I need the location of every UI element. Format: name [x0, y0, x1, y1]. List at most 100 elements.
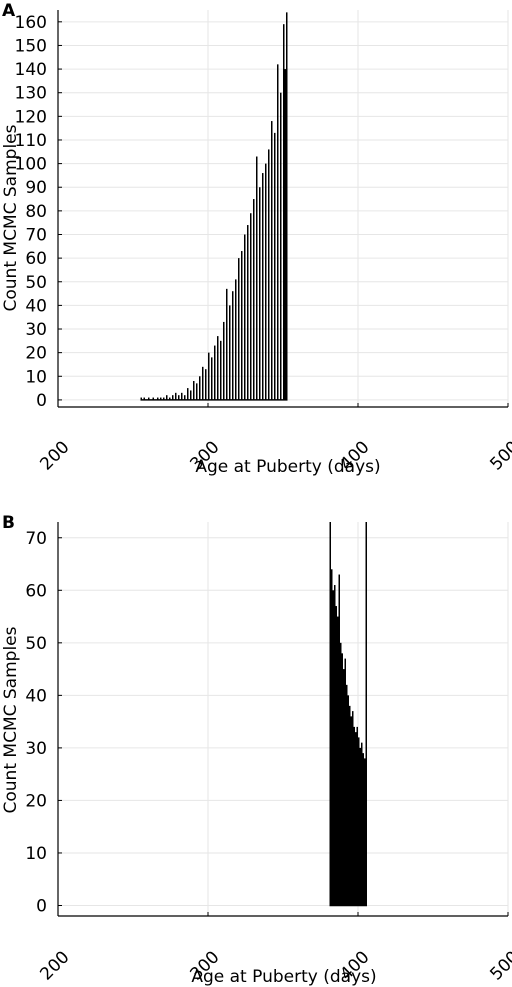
panel-a-histogram-bar [283, 24, 285, 400]
panel-b-y-tick-label: 50 [25, 634, 47, 654]
panel-b-grid [57, 522, 509, 916]
panel-a-histogram-bar [143, 397, 145, 400]
panel-a-histogram-bar [160, 397, 162, 400]
panel-a-histogram-bar [211, 357, 213, 400]
panel-a-histogram-bar [274, 132, 276, 400]
panel-b-x-tick-label: 200 [36, 947, 73, 984]
panel-a-histogram-bar [253, 199, 255, 400]
panel-b-bars [329, 522, 367, 907]
panel-a-histogram-bar [259, 187, 261, 400]
panel-a-histogram-bar [223, 321, 225, 400]
panel-a-histogram-bar [268, 149, 270, 400]
panel-a-histogram-bar [238, 258, 240, 400]
panel-a-histogram-bar [163, 397, 165, 400]
panel-a-histogram-bar [140, 397, 142, 400]
panel-a-x-tick-label: 200 [36, 437, 73, 474]
panel-a-y-tick-label: 30 [25, 320, 47, 340]
panel-a-histogram-bar [271, 121, 273, 400]
panel-a-histogram-bar [193, 381, 195, 400]
panel-b-y-tick-label: 10 [25, 844, 47, 864]
panel-a-histogram-bar [172, 395, 174, 400]
panel-a-y-tick-label: 150 [15, 36, 47, 56]
panel-b-y-tick-label: 30 [25, 739, 47, 759]
panel-a-histogram-bar [169, 397, 171, 400]
panel-b-histogram-bar [329, 522, 331, 906]
panel-a-y-tick-label: 110 [15, 131, 47, 151]
panel-b-y-tick-label: 70 [25, 529, 47, 549]
panel-b-x-tick-label: 500 [486, 947, 512, 984]
panel-a-axes [57, 10, 508, 408]
panel-a-histogram-bar [250, 213, 252, 400]
panel-a-y-tick-label: 50 [25, 273, 47, 293]
panel-a-y-tick-label: 160 [15, 13, 47, 33]
panel-b-histogram-bar [364, 758, 366, 906]
panel-b-histogram-bar [331, 569, 333, 906]
panel-b-y-tick-label: 20 [25, 791, 47, 811]
panel-a-y-tick-label: 80 [25, 202, 47, 222]
panel-a-histogram-bar [244, 234, 246, 400]
panel-a-histogram-bar [214, 345, 216, 400]
panel-a-x-tick-label: 500 [486, 437, 512, 474]
panel-b-histogram-bar [346, 684, 348, 906]
panel-a-histogram-bar [247, 225, 249, 400]
panel-a-y-tick-label: 20 [25, 344, 47, 364]
panel-b-histogram-bar [338, 574, 340, 906]
panel-a-y-axis-label: Count MCMC Samples [1, 124, 21, 311]
panel-a-histogram-bar [235, 279, 237, 400]
panel-b-histogram-bar [355, 732, 357, 906]
panel-b-histogram-bar [337, 616, 339, 906]
panel-a-histogram-bar [262, 173, 264, 400]
panel-a-histogram-bar [256, 156, 258, 400]
panel-b-axes [57, 522, 508, 917]
panel-b-histogram-bar [349, 705, 351, 906]
panel-a-histogram-bar [175, 392, 177, 400]
panel-a-histogram-bar [229, 305, 231, 400]
panel-b-histogram-bar [335, 606, 337, 906]
panel-b-histogram-bar [361, 742, 363, 906]
panel-a-histogram-bar [199, 376, 201, 400]
panel-a-histogram-bar [196, 383, 198, 400]
panel-a-y-tick-label: 90 [25, 178, 47, 198]
panel-b-x-axis-label: Age at Puberty (days) [191, 967, 376, 987]
panel-a-histogram-bar [280, 92, 282, 400]
panel-b-histogram-bar [332, 590, 334, 906]
panel-a-histogram-bar [232, 291, 234, 400]
panel-a-histogram-bar [226, 288, 228, 400]
panel-a-histogram-bar [205, 369, 207, 400]
panel-a-histogram-bar [202, 366, 204, 400]
panel-a-histogram-bar [187, 388, 189, 400]
panel-a-histogram-bar [217, 336, 219, 400]
panel-a-histogram-bar [178, 395, 180, 400]
panel-a-y-tick-label: 100 [15, 155, 47, 175]
panel-a-y-tick-label: 0 [36, 391, 47, 411]
panel-a-histogram-bar [184, 395, 186, 400]
panel-a-histogram-bar [284, 69, 286, 400]
panel-a-histogram-bar [265, 163, 267, 400]
panel-a-histogram-bar [181, 392, 183, 400]
panel-a-y-tick-label: 60 [25, 249, 47, 269]
panel-b-histogram-bar [365, 522, 367, 906]
panel-b-y-tick-label: 60 [25, 581, 47, 601]
panel-a-y-tick-label: 120 [15, 107, 47, 127]
panel-b-histogram-bar [340, 642, 342, 906]
panel-a-histogram-bar [166, 395, 168, 400]
panel-a-x-axis-label: Age at Puberty (days) [195, 457, 380, 477]
panel-a-histogram-bar [286, 12, 288, 400]
panel-b-histogram-bar [352, 711, 354, 906]
panel-b-histogram-bar [362, 753, 364, 906]
panel-a-histogram-bar [190, 390, 192, 400]
panel-a-y-tick-label: 70 [25, 225, 47, 245]
panel-b-histogram-bar [358, 737, 360, 906]
panel-a-histogram-bar [152, 397, 154, 400]
panel-a-y-tick-label: 140 [15, 60, 47, 80]
panel-a: A 0 10 20 30 40 50 60 70 80 90 100 110 120 130 140 150 1… [1, 1, 512, 477]
panel-b-y-axis-label: Count MCMC Samples [1, 626, 21, 813]
panel-a-histogram-bar [220, 340, 222, 400]
panel-b-histogram-bar [356, 726, 358, 906]
panel-b-histogram-bar [347, 695, 349, 906]
panel-b-histogram-bar [353, 726, 355, 906]
panel-b-histogram-bar [344, 658, 346, 906]
panel-b-histogram-bar [343, 669, 345, 906]
panel-a-letter: A [2, 1, 16, 21]
